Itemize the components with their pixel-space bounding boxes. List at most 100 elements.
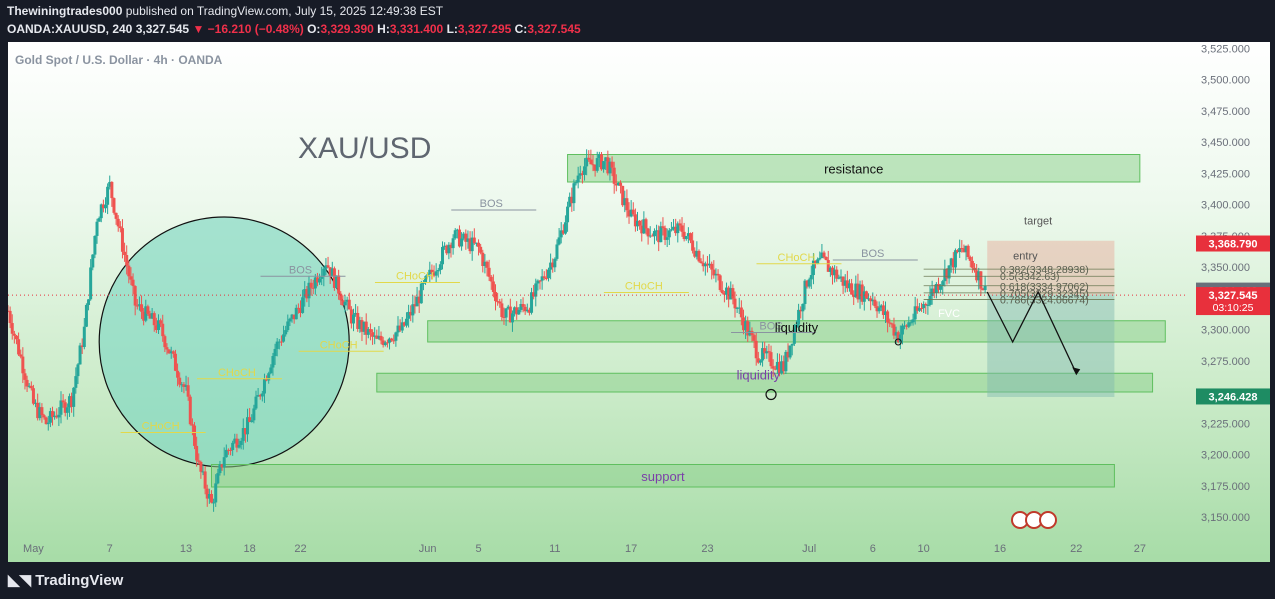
candle-body: [29, 385, 33, 389]
candle-body: [966, 245, 970, 258]
candle-body: [27, 385, 31, 387]
candle-body: [436, 269, 440, 272]
price-chart[interactable]: Gold Spot / U.S. Dollar · 4h · OANDA XAU/…: [8, 42, 1270, 562]
candle-body: [862, 291, 866, 302]
candle-body: [576, 175, 580, 183]
candle-body: [294, 307, 298, 320]
candle-body: [390, 338, 394, 341]
candle-body: [843, 280, 847, 286]
candle-body: [936, 284, 940, 290]
y-tick-label: 3,175.000: [1201, 481, 1250, 493]
candle-body: [449, 244, 453, 249]
candle-body: [163, 336, 167, 348]
candle-body: [852, 294, 856, 298]
candle-body: [97, 218, 101, 222]
candle-body: [10, 323, 14, 334]
candle-body: [258, 395, 262, 397]
candle-body: [481, 252, 485, 267]
candle-body: [76, 364, 80, 377]
candle-body: [277, 341, 281, 343]
candle-body: [589, 159, 593, 165]
candle-body: [385, 342, 389, 344]
candle-body: [428, 269, 432, 275]
candle-body: [705, 263, 709, 266]
candle-body: [250, 420, 254, 423]
candle-body: [74, 376, 78, 388]
candle-body: [778, 361, 782, 374]
candle-body: [80, 345, 84, 348]
candle-body: [951, 258, 955, 268]
price-badge: [1196, 388, 1270, 405]
candle-body: [568, 196, 572, 207]
candle-body: [557, 237, 561, 245]
candle-body: [928, 296, 932, 305]
candle-body: [553, 258, 557, 268]
candle-body: [144, 306, 148, 321]
tradingview-logo[interactable]: ◣◥ TradingView: [8, 571, 123, 589]
candle-body: [273, 348, 277, 357]
candle-body: [106, 186, 110, 205]
x-tick-label: Jul: [802, 543, 816, 555]
candle-body: [599, 154, 603, 170]
candle-body: [216, 473, 220, 484]
candle-body: [402, 322, 406, 326]
candle-body: [854, 283, 858, 298]
price-badge: [1196, 235, 1270, 252]
candle-body: [678, 223, 682, 226]
candle-body: [587, 157, 591, 160]
candle-body: [171, 351, 175, 354]
candle-body: [129, 276, 133, 280]
candle-body: [625, 198, 629, 211]
candle-body: [190, 424, 194, 426]
candle-body: [313, 277, 317, 289]
candle-body: [850, 283, 854, 295]
candle-body: [142, 311, 146, 321]
candle-body: [845, 280, 849, 289]
candle-body: [296, 307, 300, 309]
candle-body: [254, 396, 258, 409]
candle-body: [91, 254, 95, 268]
candle-body: [42, 415, 46, 418]
candle-body: [241, 428, 245, 441]
candle-body: [409, 311, 413, 316]
candle-body: [875, 306, 879, 312]
candle-body: [718, 275, 722, 291]
candle-body: [761, 348, 765, 361]
candle-body: [460, 238, 464, 247]
structure-label: CHoCH: [625, 281, 663, 293]
symbol-label[interactable]: OANDA:XAUUSD, 240: [7, 22, 133, 36]
candle-body: [12, 333, 16, 336]
candle-body: [765, 351, 769, 354]
author-name[interactable]: Thewiningtrades000: [7, 4, 123, 18]
candle-body: [125, 255, 129, 266]
candle-body: [712, 269, 716, 276]
candle-body: [877, 307, 881, 312]
candle-body: [652, 231, 656, 237]
candle-body: [38, 407, 42, 419]
candle-body: [801, 303, 805, 312]
annotation-FVC: FVC: [938, 308, 960, 320]
candle-body: [188, 396, 192, 425]
structure-label: BOS: [759, 321, 782, 333]
candle-body: [67, 396, 71, 408]
chart-area[interactable]: Gold Spot / U.S. Dollar · 4h · OANDA XAU/…: [8, 42, 1270, 562]
candle-body: [566, 206, 570, 223]
candle-body: [555, 244, 559, 259]
zone-support: [210, 464, 1115, 488]
candle-body: [34, 402, 38, 404]
candle-body: [167, 349, 171, 354]
candle-body: [903, 325, 907, 327]
candle-body: [873, 299, 877, 307]
candle-body: [508, 306, 512, 323]
candle-body: [530, 292, 534, 313]
candle-body: [330, 268, 334, 277]
candle-body: [108, 181, 112, 187]
price-badge-countdown: 03:10:25: [1213, 302, 1254, 314]
candle-body: [424, 276, 428, 283]
candle-body: [326, 265, 330, 268]
candle-body: [315, 277, 319, 283]
candle-body: [131, 279, 135, 287]
candle-body: [394, 332, 398, 341]
change-value: −16.210 (−0.48%): [207, 22, 304, 36]
structure-label: CHoCH: [142, 421, 180, 433]
